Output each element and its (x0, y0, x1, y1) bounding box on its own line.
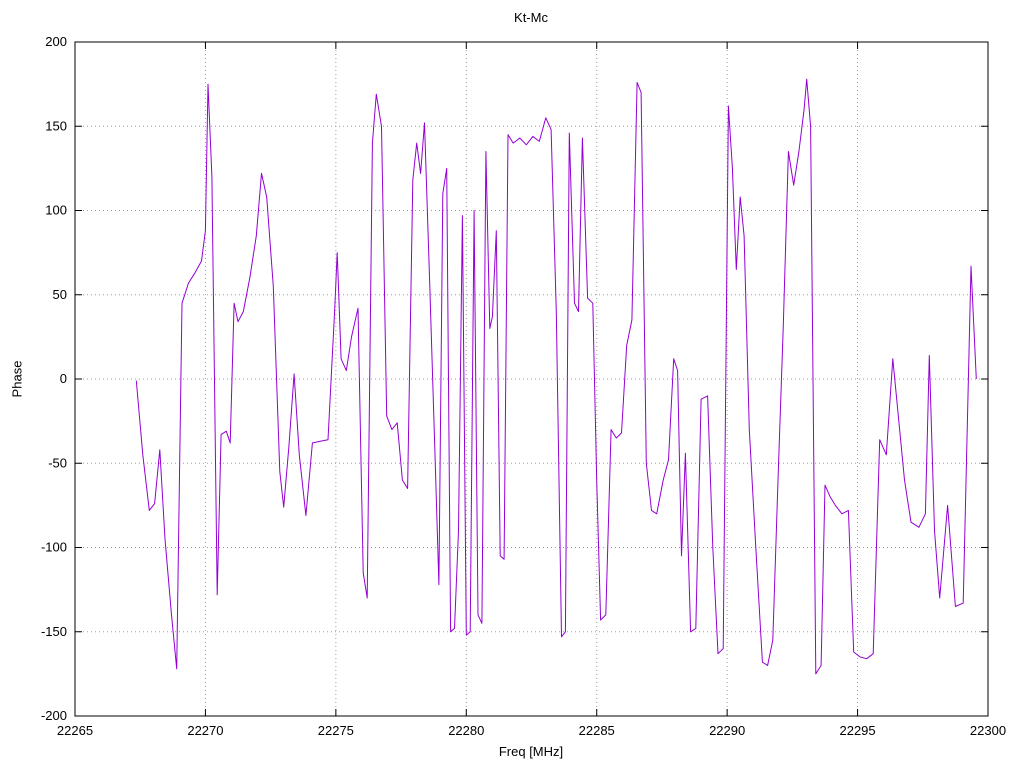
y-tick-label: 100 (45, 203, 67, 218)
x-tick-label: 22295 (839, 723, 875, 738)
y-tick-label: -100 (41, 540, 67, 555)
y-tick-label: -50 (48, 455, 67, 470)
y-tick-label: 150 (45, 118, 67, 133)
x-tick-label: 22265 (57, 723, 93, 738)
x-tick-label: 22280 (448, 723, 484, 738)
x-axis-label: Freq [MHz] (498, 744, 564, 759)
y-tick-label: 0 (60, 371, 67, 386)
x-tick-label: 22270 (187, 723, 223, 738)
x-tick-label: 22285 (579, 723, 615, 738)
y-tick-label: 200 (45, 34, 67, 49)
phase-line (135, 78, 977, 675)
y-tick-label: -150 (41, 624, 67, 639)
x-tick-label: 22300 (970, 723, 1006, 738)
y-tick-label: -200 (41, 708, 67, 723)
y-axis-label: Phase (9, 360, 25, 398)
y-tick-label: 50 (53, 287, 67, 302)
x-tick-label: 22290 (709, 723, 745, 738)
chart-title: Kt-Mc (514, 10, 548, 25)
x-tick-label: 22275 (318, 723, 354, 738)
